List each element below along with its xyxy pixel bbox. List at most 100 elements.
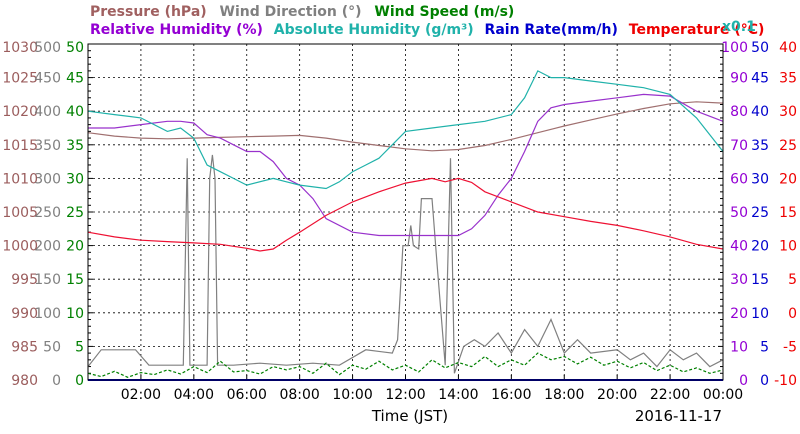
y-tick-label-relative-humidity: 80 <box>730 104 748 120</box>
y-tick-label-temperature: -10 <box>774 373 797 389</box>
y-tick-label-wind-direction: 50 <box>43 339 61 355</box>
y-tick-label-rain-rate: 0 <box>760 373 769 389</box>
x-tick-label: 00:00 <box>703 387 743 403</box>
series-line-wind-direction <box>87 154 724 374</box>
y-tick-label-wind-speed: 25 <box>66 205 84 221</box>
y-tick-label-wind-speed: 10 <box>66 306 84 322</box>
x-tick-label: 20:00 <box>597 387 637 403</box>
y-tick-label-rain-rate: 35 <box>751 138 769 154</box>
series-line-wind-speed <box>87 352 724 378</box>
axis-ticks: 02:00 04:00 06:00 08:00 10:00 12:00 14:00 16:00… <box>2 40 797 403</box>
y-tick-label-wind-direction: 150 <box>34 272 61 288</box>
y-tick-label-temperature: 5 <box>788 272 797 288</box>
y-tick-label-relative-humidity: 100 <box>721 40 748 56</box>
y-tick-label-relative-humidity: 0 <box>739 373 748 389</box>
y-tick-label-pressure: 1010 <box>2 171 38 187</box>
legend-temperature: Temperature (°C) <box>629 22 765 38</box>
series-line-absolute-humidity <box>87 70 724 190</box>
legend-multiplier: x0.1 <box>722 19 756 35</box>
y-tick-label-pressure: 1015 <box>2 138 38 154</box>
y-tick-label-temperature: 20 <box>779 171 797 187</box>
y-tick-label-wind-speed: 35 <box>66 138 84 154</box>
x-tick-label: 14:00 <box>438 387 478 403</box>
y-tick-label-relative-humidity: 90 <box>730 71 748 87</box>
y-tick-label-wind-direction: 350 <box>34 138 61 154</box>
x-tick-label: 18:00 <box>544 387 584 403</box>
y-tick-label-relative-humidity: 40 <box>730 239 748 255</box>
y-tick-label-relative-humidity: 20 <box>730 306 748 322</box>
series-line-relative-humidity <box>88 93 724 237</box>
y-tick-label-wind-speed: 45 <box>66 71 84 87</box>
y-tick-label-rain-rate: 20 <box>751 239 769 255</box>
y-tick-label-pressure: 980 <box>11 373 38 389</box>
x-axis-label: Time (JST) <box>371 407 448 425</box>
grid <box>88 44 723 380</box>
y-tick-label-temperature: -5 <box>783 339 797 355</box>
y-tick-label-temperature: 10 <box>779 239 797 255</box>
y-tick-label-wind-speed: 50 <box>66 40 84 56</box>
y-tick-label-pressure: 1030 <box>2 40 38 56</box>
y-tick-label-rain-rate: 15 <box>751 272 769 288</box>
y-tick-label-pressure: 1020 <box>2 104 38 120</box>
x-tick-label: 16:00 <box>491 387 531 403</box>
y-tick-label-wind-direction: 100 <box>34 306 61 322</box>
y-tick-label-temperature: 30 <box>779 104 797 120</box>
y-tick-label-pressure: 985 <box>11 339 38 355</box>
y-tick-label-wind-speed: 5 <box>75 339 84 355</box>
y-tick-label-wind-speed: 20 <box>66 239 84 255</box>
y-tick-label-temperature: 25 <box>779 138 797 154</box>
legend-wind-speed: Wind Speed (m/s) <box>374 4 514 20</box>
y-tick-label-wind-direction: 250 <box>34 205 61 221</box>
y-tick-label-pressure: 990 <box>11 306 38 322</box>
y-tick-label-relative-humidity: 60 <box>730 171 748 187</box>
y-tick-label-wind-direction: 200 <box>34 239 61 255</box>
y-tick-label-rain-rate: 50 <box>751 40 769 56</box>
x-tick-label: 22:00 <box>650 387 690 403</box>
y-tick-label-wind-direction: 0 <box>52 373 61 389</box>
y-tick-label-wind-speed: 40 <box>66 104 84 120</box>
y-tick-label-wind-speed: 0 <box>75 373 84 389</box>
chart-date: 2016-11-17 <box>635 407 722 425</box>
y-tick-label-rain-rate: 45 <box>751 71 769 87</box>
y-tick-label-wind-direction: 300 <box>34 171 61 187</box>
y-tick-label-pressure: 995 <box>11 272 38 288</box>
legend-wind-direction: Wind Direction (°) <box>220 4 362 20</box>
svg-text:Relative Humidity (%) Ab: Relative Humidity (%) Absolute Humidity … <box>90 22 764 38</box>
y-tick-label-temperature: 35 <box>779 71 797 87</box>
plot-frame <box>87 43 724 381</box>
y-tick-label-wind-speed: 15 <box>66 272 84 288</box>
y-tick-label-wind-direction: 400 <box>34 104 61 120</box>
legend-rain-rate: Rain Rate(mm/h) <box>485 22 618 38</box>
legend-pressure: Pressure (hPa) <box>90 4 207 20</box>
y-tick-label-temperature: 40 <box>779 40 797 56</box>
y-tick-label-wind-direction: 450 <box>34 71 61 87</box>
y-tick-label-rain-rate: 25 <box>751 205 769 221</box>
y-tick-label-temperature: 15 <box>779 205 797 221</box>
y-tick-label-temperature: 0 <box>788 306 797 322</box>
y-tick-label-wind-speed: 30 <box>66 171 84 187</box>
x-tick-label: 12:00 <box>385 387 425 403</box>
y-tick-label-rain-rate: 10 <box>751 306 769 322</box>
y-tick-label-rain-rate: 5 <box>760 339 769 355</box>
x-tick-label: 02:00 <box>121 387 161 403</box>
x-tick-label: 04:00 <box>174 387 214 403</box>
y-tick-label-relative-humidity: 30 <box>730 272 748 288</box>
svg-text:Pressure (hPa) Wind Dire: Pressure (hPa) Wind Direction (°) Wind S… <box>90 4 514 20</box>
y-tick-label-pressure: 1000 <box>2 239 38 255</box>
x-tick-label: 10:00 <box>332 387 372 403</box>
y-tick-label-relative-humidity: 70 <box>730 138 748 154</box>
y-tick-label-rain-rate: 30 <box>751 171 769 187</box>
y-tick-label-relative-humidity: 10 <box>730 339 748 355</box>
y-tick-label-pressure: 1025 <box>2 71 38 87</box>
y-tick-label-relative-humidity: 50 <box>730 205 748 221</box>
y-tick-label-wind-direction: 500 <box>34 40 61 56</box>
y-tick-label-pressure: 1005 <box>2 205 38 221</box>
x-tick-label: 08:00 <box>279 387 319 403</box>
x-tick-label: 06:00 <box>227 387 267 403</box>
y-tick-label-rain-rate: 40 <box>751 104 769 120</box>
series-line-temperature <box>87 177 724 252</box>
legend-absolute-humidity: Absolute Humidity (g/m³) <box>274 22 474 38</box>
legend-relative-humidity: Relative Humidity (%) <box>90 22 263 38</box>
